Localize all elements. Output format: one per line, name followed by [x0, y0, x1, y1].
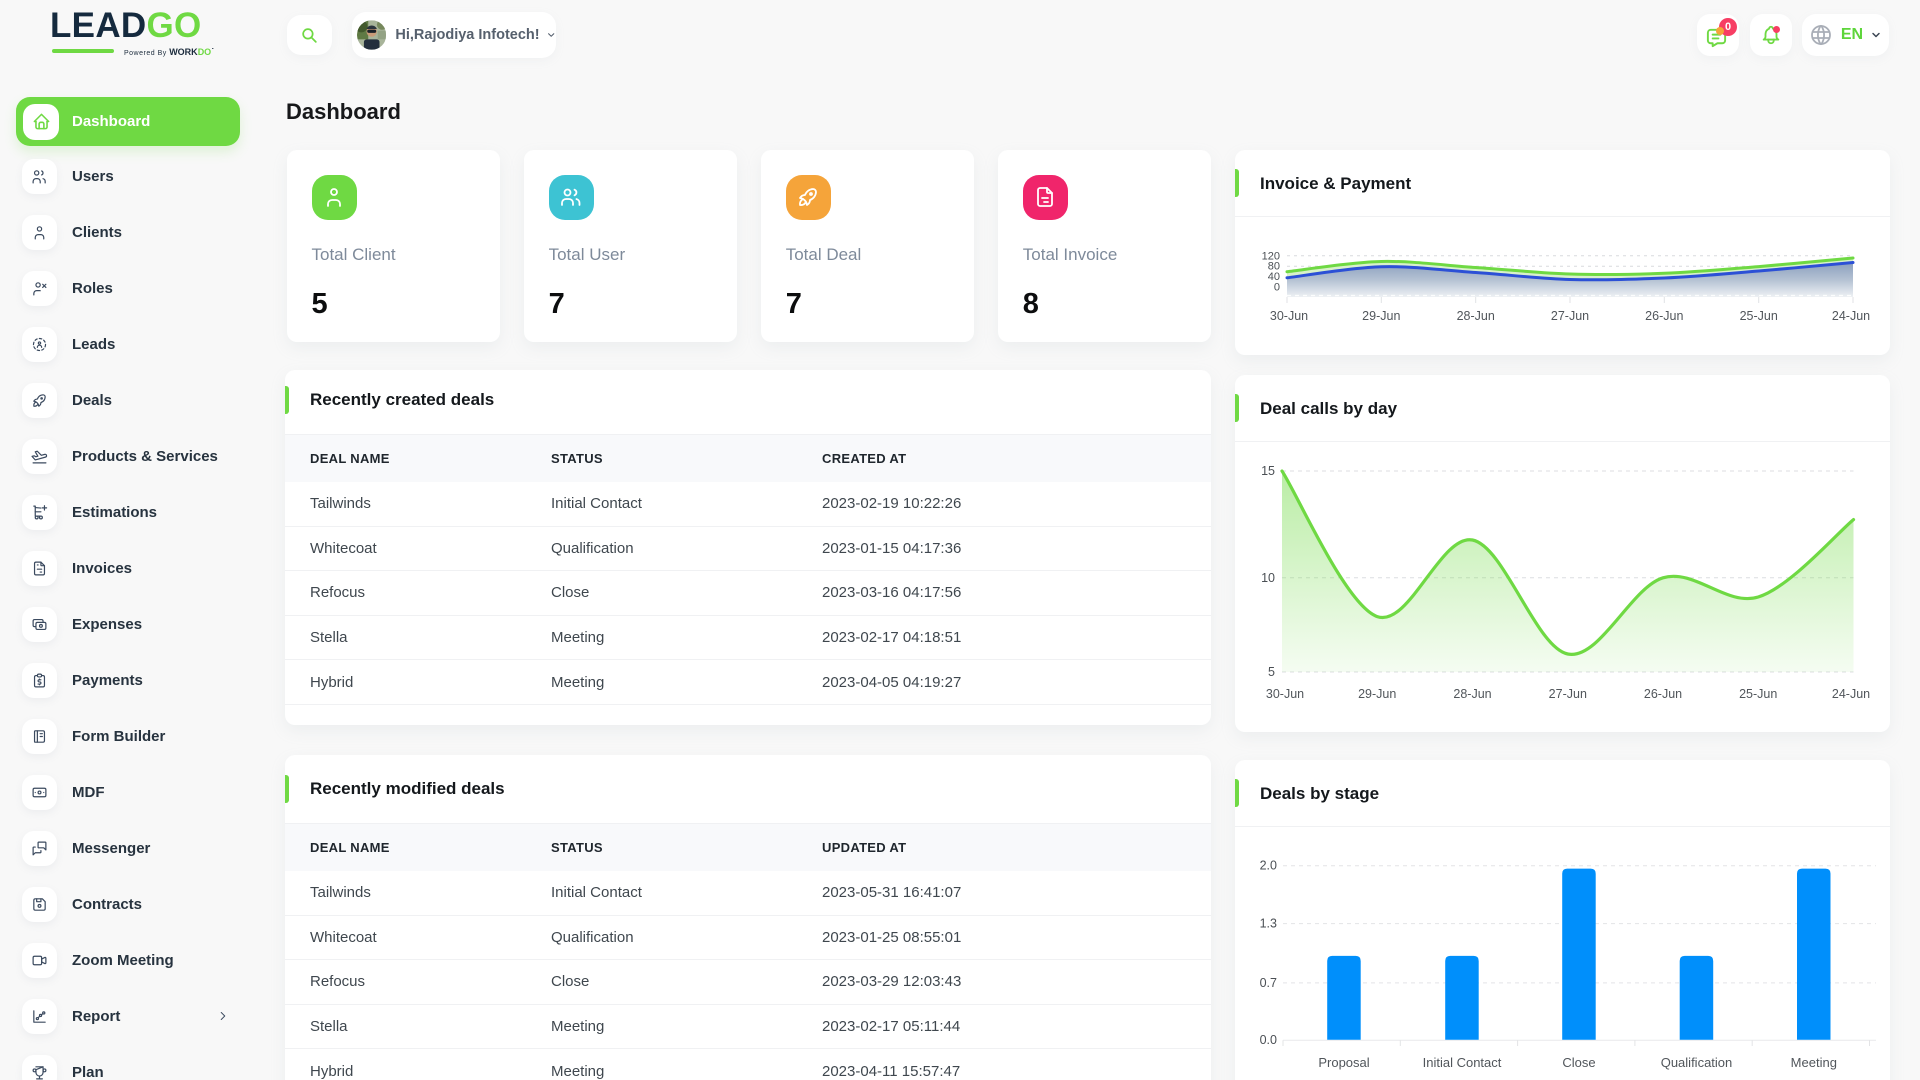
- svg-text:28-Jun: 28-Jun: [1453, 687, 1491, 701]
- svg-text:25-Jun: 25-Jun: [1740, 309, 1778, 323]
- svg-text:15: 15: [1261, 464, 1275, 478]
- svg-text:30-Jun: 30-Jun: [1266, 687, 1304, 701]
- svg-text:0: 0: [1274, 282, 1280, 294]
- svg-text:Initial Contact: Initial Contact: [1423, 1055, 1502, 1070]
- svg-text:30-Jun: 30-Jun: [1270, 309, 1308, 323]
- svg-text:0.0: 0.0: [1260, 1033, 1277, 1047]
- svg-text:1.3: 1.3: [1260, 917, 1277, 931]
- svg-text:40: 40: [1268, 271, 1280, 283]
- svg-text:0.7: 0.7: [1260, 976, 1277, 990]
- svg-text:10: 10: [1261, 571, 1275, 585]
- svg-text:2.0: 2.0: [1260, 859, 1277, 873]
- svg-text:27-Jun: 27-Jun: [1551, 309, 1589, 323]
- svg-text:Proposal: Proposal: [1318, 1055, 1369, 1070]
- svg-text:Qualification: Qualification: [1661, 1055, 1733, 1070]
- svg-text:26-Jun: 26-Jun: [1645, 309, 1683, 323]
- svg-text:25-Jun: 25-Jun: [1739, 687, 1777, 701]
- svg-text:29-Jun: 29-Jun: [1362, 309, 1400, 323]
- svg-text:29-Jun: 29-Jun: [1358, 687, 1396, 701]
- svg-text:28-Jun: 28-Jun: [1457, 309, 1495, 323]
- svg-text:27-Jun: 27-Jun: [1549, 687, 1587, 701]
- svg-text:80: 80: [1268, 261, 1280, 273]
- svg-text:Meeting: Meeting: [1791, 1055, 1837, 1070]
- svg-text:120: 120: [1262, 250, 1280, 262]
- svg-text:24-Jun: 24-Jun: [1832, 687, 1870, 701]
- svg-text:24-Jun: 24-Jun: [1832, 309, 1870, 323]
- svg-text:26-Jun: 26-Jun: [1644, 687, 1682, 701]
- svg-text:5: 5: [1268, 665, 1275, 679]
- svg-text:Close: Close: [1562, 1055, 1595, 1070]
